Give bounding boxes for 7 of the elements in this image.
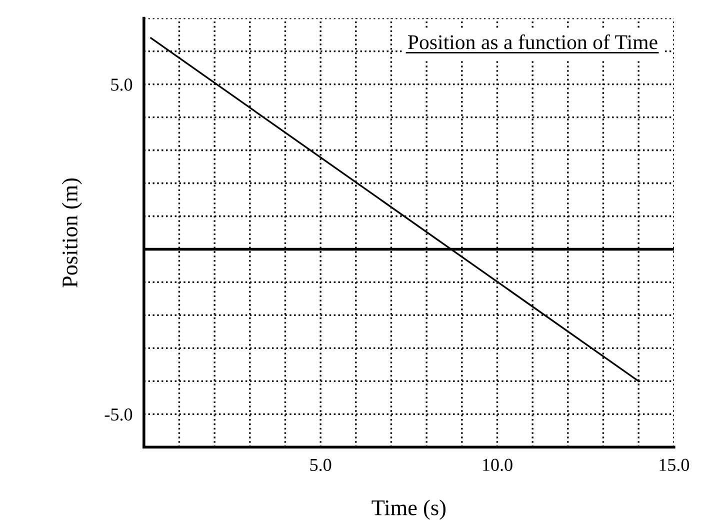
text: Position as a function of Time <box>408 34 658 50</box>
x-tick-label: 5.0 <box>310 458 332 472</box>
x-tick-label: 15.0 <box>660 458 690 472</box>
x-tick-label: 10.0 <box>483 458 512 472</box>
y-tick-label: -5.0 <box>104 408 132 421</box>
x-axis-title: Time (s) <box>372 500 446 520</box>
y-axis-title: Position (m) <box>62 178 82 288</box>
